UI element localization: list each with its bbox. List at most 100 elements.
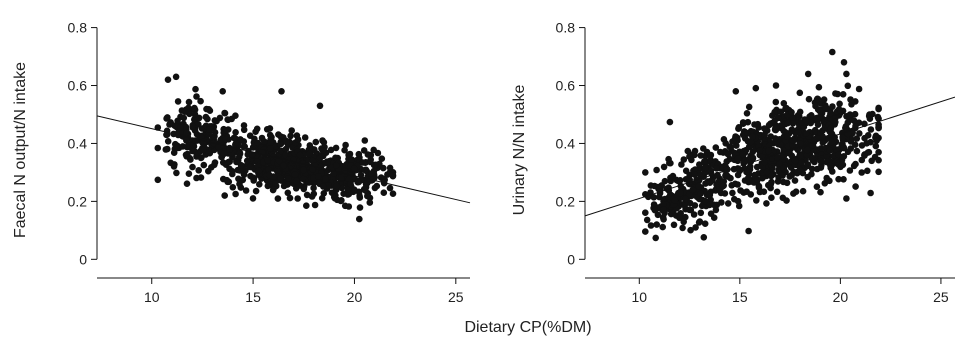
- urinary-data-point: [688, 156, 695, 164]
- faecal-data-point: [170, 163, 178, 170]
- urinary-data-point: [835, 175, 842, 183]
- urinary-data-point: [749, 154, 757, 162]
- urinary-data-point: [742, 129, 749, 136]
- faecal-data-point: [216, 114, 224, 122]
- urinary-data-point: [727, 144, 734, 151]
- urinary-data-point: [696, 161, 703, 168]
- urinary-data-point: [816, 113, 823, 121]
- urinary-data-point: [844, 119, 852, 126]
- faecal-data-point: [348, 156, 356, 163]
- faecal-data-point: [206, 126, 213, 133]
- urinary-data-point: [850, 162, 858, 170]
- faecal-data-point: [255, 167, 263, 175]
- urinary-data-point: [772, 82, 780, 89]
- urinary-data-point: [710, 201, 718, 209]
- urinary-data-point: [743, 188, 750, 195]
- urinary-data-point: [651, 206, 659, 214]
- urinary-data-point: [798, 159, 806, 166]
- urinary-data-point: [659, 223, 666, 231]
- urinary-axes: 0 0.2 0.4 0.6 0.8 10 15 20 25: [556, 20, 955, 305]
- urinary-data-point: [687, 226, 694, 234]
- urinary-data-point: [753, 176, 761, 183]
- faecal-y-tick-label: 0.8: [68, 20, 88, 36]
- faecal-data-point: [274, 195, 282, 202]
- urinary-data-point: [775, 166, 782, 173]
- urinary-data-point: [851, 110, 859, 118]
- faecal-data-point: [332, 154, 339, 162]
- faecal-data-point: [370, 161, 378, 169]
- urinary-data-point: [761, 158, 768, 166]
- urinary-data-point: [691, 171, 698, 178]
- urinary-data-point: [765, 147, 773, 155]
- urinary-data-point: [852, 183, 859, 190]
- urinary-data-point: [653, 221, 660, 228]
- urinary-data-point: [677, 189, 684, 197]
- urinary-data-point: [691, 151, 698, 159]
- urinary-data-point: [835, 151, 842, 159]
- faecal-data-point: [333, 162, 340, 169]
- urinary-data-point: [734, 181, 741, 188]
- urinary-data-point: [844, 82, 852, 90]
- faecal-data-point: [381, 175, 388, 183]
- faecal-data-point: [361, 137, 369, 144]
- urinary-data-point: [744, 118, 752, 126]
- urinary-data-point: [712, 144, 720, 151]
- faecal-data-point: [236, 180, 243, 188]
- urinary-y-tick-label: 0.8: [556, 20, 576, 36]
- faecal-data-point: [177, 124, 184, 131]
- faecal-data-point: [347, 181, 354, 188]
- faecal-data-point: [265, 166, 273, 174]
- faecal-data-point: [380, 164, 387, 172]
- urinary-data-point: [701, 158, 708, 165]
- faecal-data-point: [222, 127, 230, 134]
- urinary-data-point: [732, 88, 740, 95]
- urinary-data-point: [774, 154, 781, 161]
- urinary-data-point: [868, 157, 875, 165]
- faecal-data-point: [283, 138, 291, 145]
- faecal-data-point: [179, 143, 187, 150]
- faecal-data-point: [325, 182, 332, 189]
- urinary-data-point: [739, 150, 746, 158]
- urinary-data-point: [837, 163, 844, 171]
- faecal-data-point: [242, 187, 250, 194]
- faecal-data-point: [163, 115, 170, 122]
- faecal-data-point: [237, 162, 245, 169]
- urinary-data-point: [804, 70, 812, 78]
- urinary-data-point: [797, 152, 804, 159]
- urinary-data-point: [773, 188, 781, 196]
- urinary-data-point: [756, 147, 764, 154]
- faecal-data-point: [174, 117, 181, 125]
- faecal-data-point: [380, 189, 388, 196]
- urinary-data-point: [652, 234, 659, 242]
- faecal-data-point: [284, 189, 292, 197]
- faecal-data-point: [362, 183, 370, 191]
- faecal-y-tick-label: 0.4: [68, 135, 88, 151]
- urinary-data-point: [846, 167, 854, 174]
- urinary-data-point: [808, 165, 816, 173]
- urinary-data-point: [875, 121, 882, 128]
- urinary-data-point: [813, 165, 821, 173]
- urinary-data-point: [678, 161, 685, 168]
- urinary-data-point: [685, 191, 693, 198]
- faecal-data-point: [340, 190, 347, 197]
- urinary-data-point: [826, 147, 834, 154]
- faecal-x-tick-label: 20: [347, 289, 363, 305]
- urinary-data-point: [707, 210, 715, 217]
- urinary-data-point: [669, 172, 677, 180]
- urinary-data-point: [647, 222, 655, 229]
- urinary-data-point: [875, 115, 882, 122]
- urinary-data-point: [851, 141, 859, 148]
- urinary-data-point: [741, 157, 749, 164]
- faecal-data-point: [183, 137, 190, 144]
- urinary-data-point: [755, 124, 762, 131]
- urinary-data-point: [745, 227, 752, 235]
- urinary-data-point: [850, 117, 858, 124]
- faecal-data-point: [277, 141, 284, 148]
- faecal-data-point: [337, 197, 345, 205]
- faecal-data-point: [332, 144, 340, 152]
- faecal-data-point: [183, 180, 191, 187]
- urinary-data-point: [695, 182, 703, 190]
- urinary-data-point: [661, 177, 669, 185]
- faecal-data-point: [309, 166, 317, 173]
- faecal-data-point: [303, 202, 310, 209]
